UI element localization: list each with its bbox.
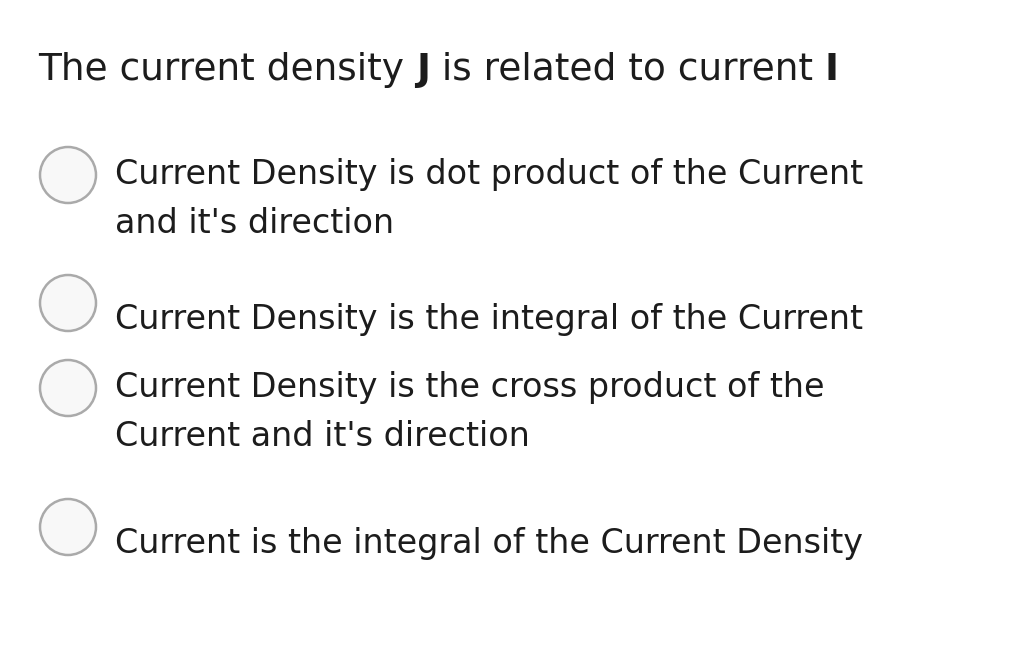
Circle shape (40, 275, 96, 331)
Circle shape (40, 360, 96, 416)
Text: The current density: The current density (38, 52, 416, 88)
Text: Current Density is the integral of the Current: Current Density is the integral of the C… (115, 303, 863, 336)
Circle shape (40, 499, 96, 555)
Text: Current and it's direction: Current and it's direction (115, 420, 530, 453)
Circle shape (40, 147, 96, 203)
Text: and it's direction: and it's direction (115, 207, 394, 240)
Text: I: I (825, 52, 838, 88)
Text: Current Density is dot product of the Current: Current Density is dot product of the Cu… (115, 158, 863, 191)
Text: is related to current: is related to current (430, 52, 825, 88)
Text: Current Density is the cross product of the: Current Density is the cross product of … (115, 371, 825, 404)
Text: Current is the integral of the Current Density: Current is the integral of the Current D… (115, 527, 863, 560)
Text: J: J (416, 52, 430, 88)
